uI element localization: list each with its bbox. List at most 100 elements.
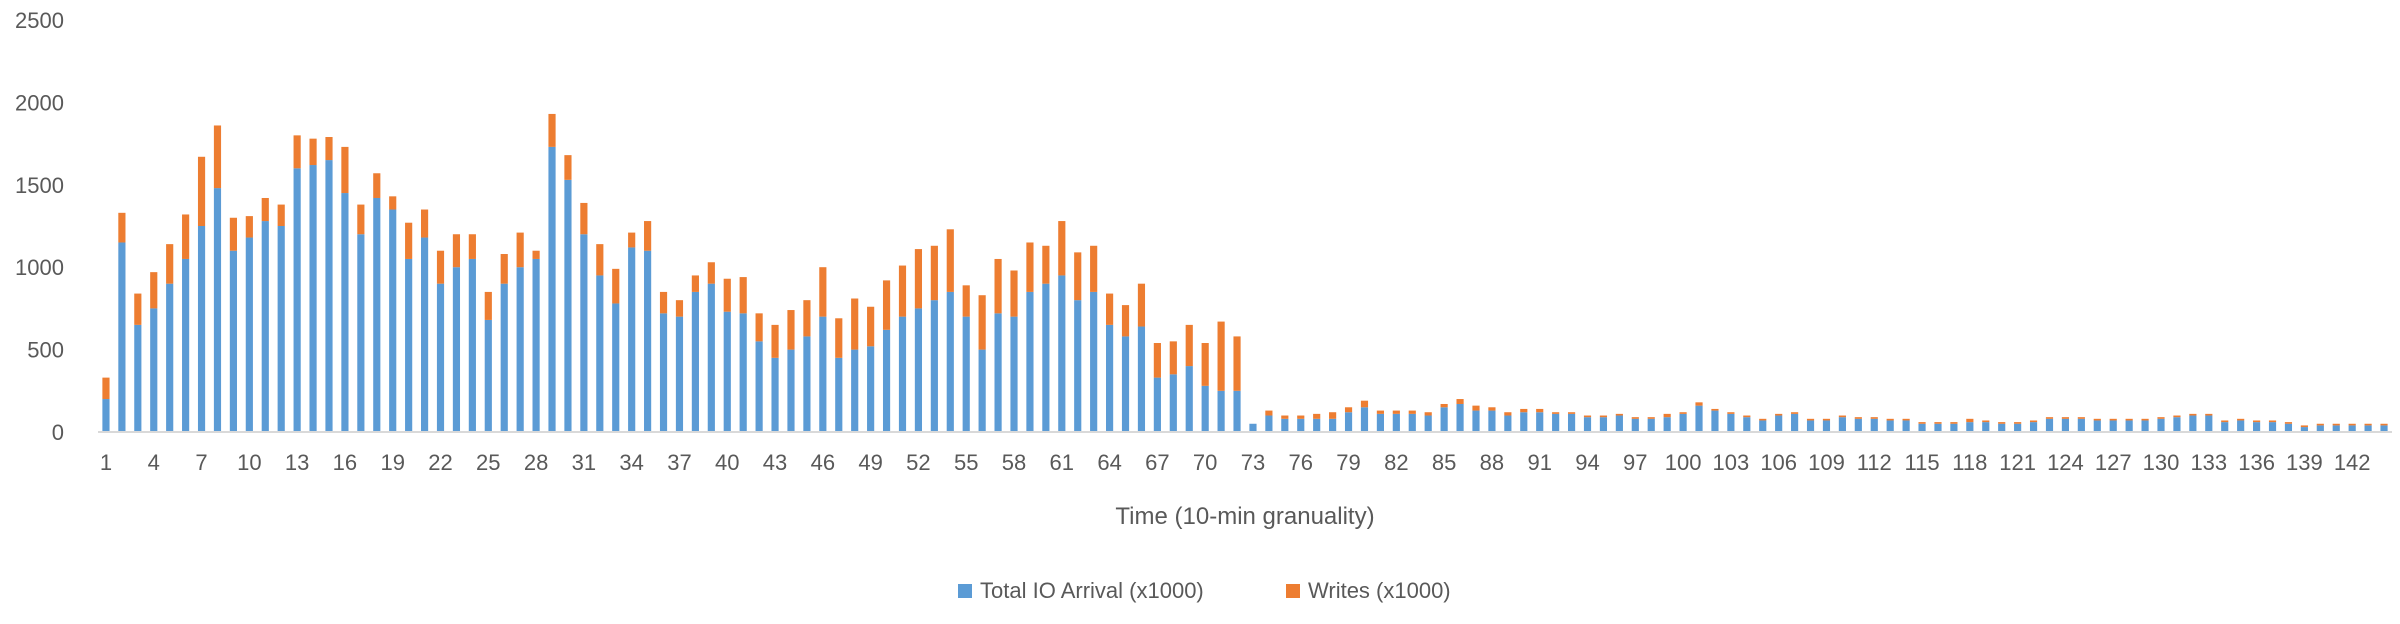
- bar-total-io: [1982, 422, 1990, 432]
- bar-writes: [1121, 305, 1130, 337]
- x-tick-label: 13: [285, 450, 309, 475]
- bar-total-io: [1329, 418, 1337, 432]
- x-tick-label: 22: [428, 450, 452, 475]
- x-tick-label: 52: [906, 450, 930, 475]
- bar-writes: [1137, 283, 1146, 327]
- bar-writes: [1536, 408, 1544, 413]
- bar-writes: [118, 212, 126, 243]
- bar-total-io: [1552, 413, 1560, 432]
- bar-writes: [1472, 405, 1480, 411]
- bar-writes: [309, 138, 317, 166]
- bar-total-io: [150, 308, 158, 432]
- bar-writes: [102, 377, 110, 400]
- bar-total-io: [2253, 422, 2261, 432]
- bar-total-io: [1440, 407, 1448, 432]
- bar-writes: [2045, 417, 2054, 419]
- bar-total-io: [962, 316, 970, 432]
- bar-total-io: [580, 234, 588, 432]
- bar-writes: [851, 298, 859, 350]
- legend: Total IO Arrival (x1000) Writes (x1000): [958, 578, 1451, 603]
- legend-swatch-total-io: [958, 584, 972, 598]
- bar-total-io: [1090, 291, 1098, 432]
- bar-writes: [612, 268, 620, 304]
- legend-swatch-writes: [1286, 584, 1300, 598]
- bar-total-io: [1456, 403, 1464, 432]
- bar-total-io: [293, 168, 301, 432]
- bar-writes: [1615, 413, 1623, 416]
- bar-total-io: [468, 258, 476, 432]
- bar-writes: [277, 204, 285, 226]
- bar-total-io: [1950, 423, 1958, 432]
- bar-writes: [516, 232, 524, 268]
- x-tick-label: 130: [2143, 450, 2180, 475]
- bar-total-io: [2380, 425, 2388, 432]
- bar-total-io: [1026, 291, 1034, 432]
- bar-total-io: [436, 283, 445, 432]
- bar-writes: [2125, 418, 2133, 421]
- bar-writes: [1934, 422, 1942, 424]
- bar-total-io: [946, 291, 954, 432]
- bar-writes: [1727, 412, 1735, 414]
- x-tick-label: 79: [1336, 450, 1360, 475]
- x-tick-label: 82: [1384, 450, 1408, 475]
- bar-writes: [755, 313, 763, 342]
- bar-total-io: [628, 247, 636, 432]
- bar-writes: [1201, 343, 1209, 386]
- bar-total-io: [707, 283, 715, 432]
- bar-total-io: [341, 193, 349, 432]
- bar-total-io: [1249, 423, 1257, 432]
- bar-writes: [978, 295, 986, 350]
- bar-writes: [1647, 417, 1655, 419]
- bar-writes: [229, 217, 237, 251]
- x-tick-label: 91: [1527, 450, 1551, 475]
- bar-writes: [1440, 403, 1448, 408]
- x-tick-label: 106: [1760, 450, 1797, 475]
- bar-total-io: [1488, 410, 1496, 432]
- x-tick-label: 97: [1623, 450, 1647, 475]
- x-tick-label: 31: [572, 450, 596, 475]
- x-tick-label: 121: [1999, 450, 2036, 475]
- bar-total-io: [229, 250, 237, 432]
- bar-writes: [436, 250, 445, 284]
- bar-writes: [2364, 423, 2372, 426]
- bar-total-io: [452, 267, 461, 432]
- bar-total-io: [1169, 374, 1177, 432]
- bar-writes: [1074, 252, 1082, 301]
- bar-writes: [2253, 420, 2261, 423]
- bar-writes: [405, 222, 413, 259]
- bar-writes: [2284, 422, 2293, 424]
- bar-total-io: [1934, 423, 1942, 432]
- bar-total-io: [166, 283, 174, 432]
- bar-writes: [1058, 221, 1066, 276]
- bar-total-io: [1074, 300, 1082, 432]
- bar-writes: [389, 196, 397, 210]
- x-tick-label: 70: [1193, 450, 1217, 475]
- x-tick-label: 76: [1289, 450, 1313, 475]
- bar-total-io: [1297, 418, 1305, 432]
- bar-writes: [150, 272, 158, 309]
- x-tick-label: 61: [1050, 450, 1074, 475]
- x-tick-label: 100: [1665, 450, 1702, 475]
- bar-total-io: [2109, 420, 2117, 432]
- bar-total-io: [691, 291, 699, 432]
- bar-total-io: [1185, 366, 1193, 432]
- bar-total-io: [1217, 390, 1225, 432]
- legend-label-total-io: Total IO Arrival (x1000): [980, 578, 1204, 603]
- x-tick-label: 136: [2238, 450, 2275, 475]
- bar-writes: [1966, 418, 1974, 423]
- bar-total-io: [516, 267, 524, 432]
- bar-total-io: [1520, 412, 1528, 432]
- bar-writes: [723, 278, 731, 312]
- y-tick-label: 2500: [15, 8, 64, 33]
- bar-writes: [1265, 410, 1273, 416]
- bar-writes: [1950, 422, 1958, 424]
- x-tick-label: 115: [1905, 450, 1940, 475]
- bar-writes: [213, 125, 222, 189]
- bar-total-io: [835, 357, 843, 432]
- x-tick-label: 7: [195, 450, 207, 475]
- bar-writes: [1344, 407, 1353, 413]
- bar-writes: [1504, 412, 1512, 416]
- x-tick-label: 94: [1575, 450, 1599, 475]
- bar-total-io: [1536, 412, 1544, 432]
- bar-total-io: [118, 242, 126, 432]
